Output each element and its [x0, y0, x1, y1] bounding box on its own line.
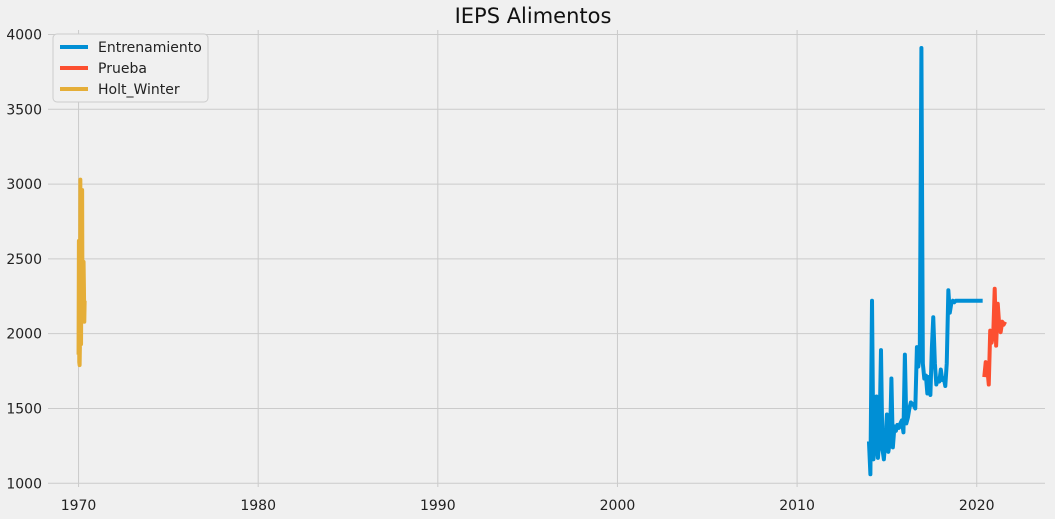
y-tick-label: 1000: [6, 476, 42, 492]
chart-title: IEPS Alimentos: [455, 4, 612, 28]
y-tick-label: 3000: [6, 177, 42, 193]
tick-labels: 1970 1980 1990 2000 2010 2020 1000 1500 2000 2500…: [6, 27, 994, 514]
legend-label: Holt_Winter: [98, 82, 180, 98]
grid: [48, 30, 1045, 487]
x-tick-label: 2000: [600, 498, 636, 514]
legend-box: [52, 33, 209, 103]
series-line-entrenamiento: [866, 45, 984, 477]
y-tick-label: 3500: [6, 102, 42, 118]
y-tick-label: 1500: [6, 401, 42, 417]
x-tick-label: 1970: [61, 498, 97, 514]
x-tick-label: 1990: [420, 498, 456, 514]
y-tick-label: 4000: [6, 27, 42, 43]
series-line-prueba: [982, 286, 1007, 387]
legend-label: Prueba: [98, 61, 147, 77]
x-tick-label: 2010: [779, 498, 815, 514]
legend-label: Entrenamiento: [98, 40, 202, 56]
y-tick-label: 2500: [6, 252, 42, 268]
series-lines: [76, 45, 1007, 477]
x-tick-label: 2020: [959, 498, 995, 514]
y-tick-label: 2000: [6, 327, 42, 343]
legend: Entrenamiento Prueba Holt_Winter: [52, 33, 209, 103]
series-line-holt-winter: [76, 177, 87, 368]
x-tick-label: 1980: [240, 498, 276, 514]
